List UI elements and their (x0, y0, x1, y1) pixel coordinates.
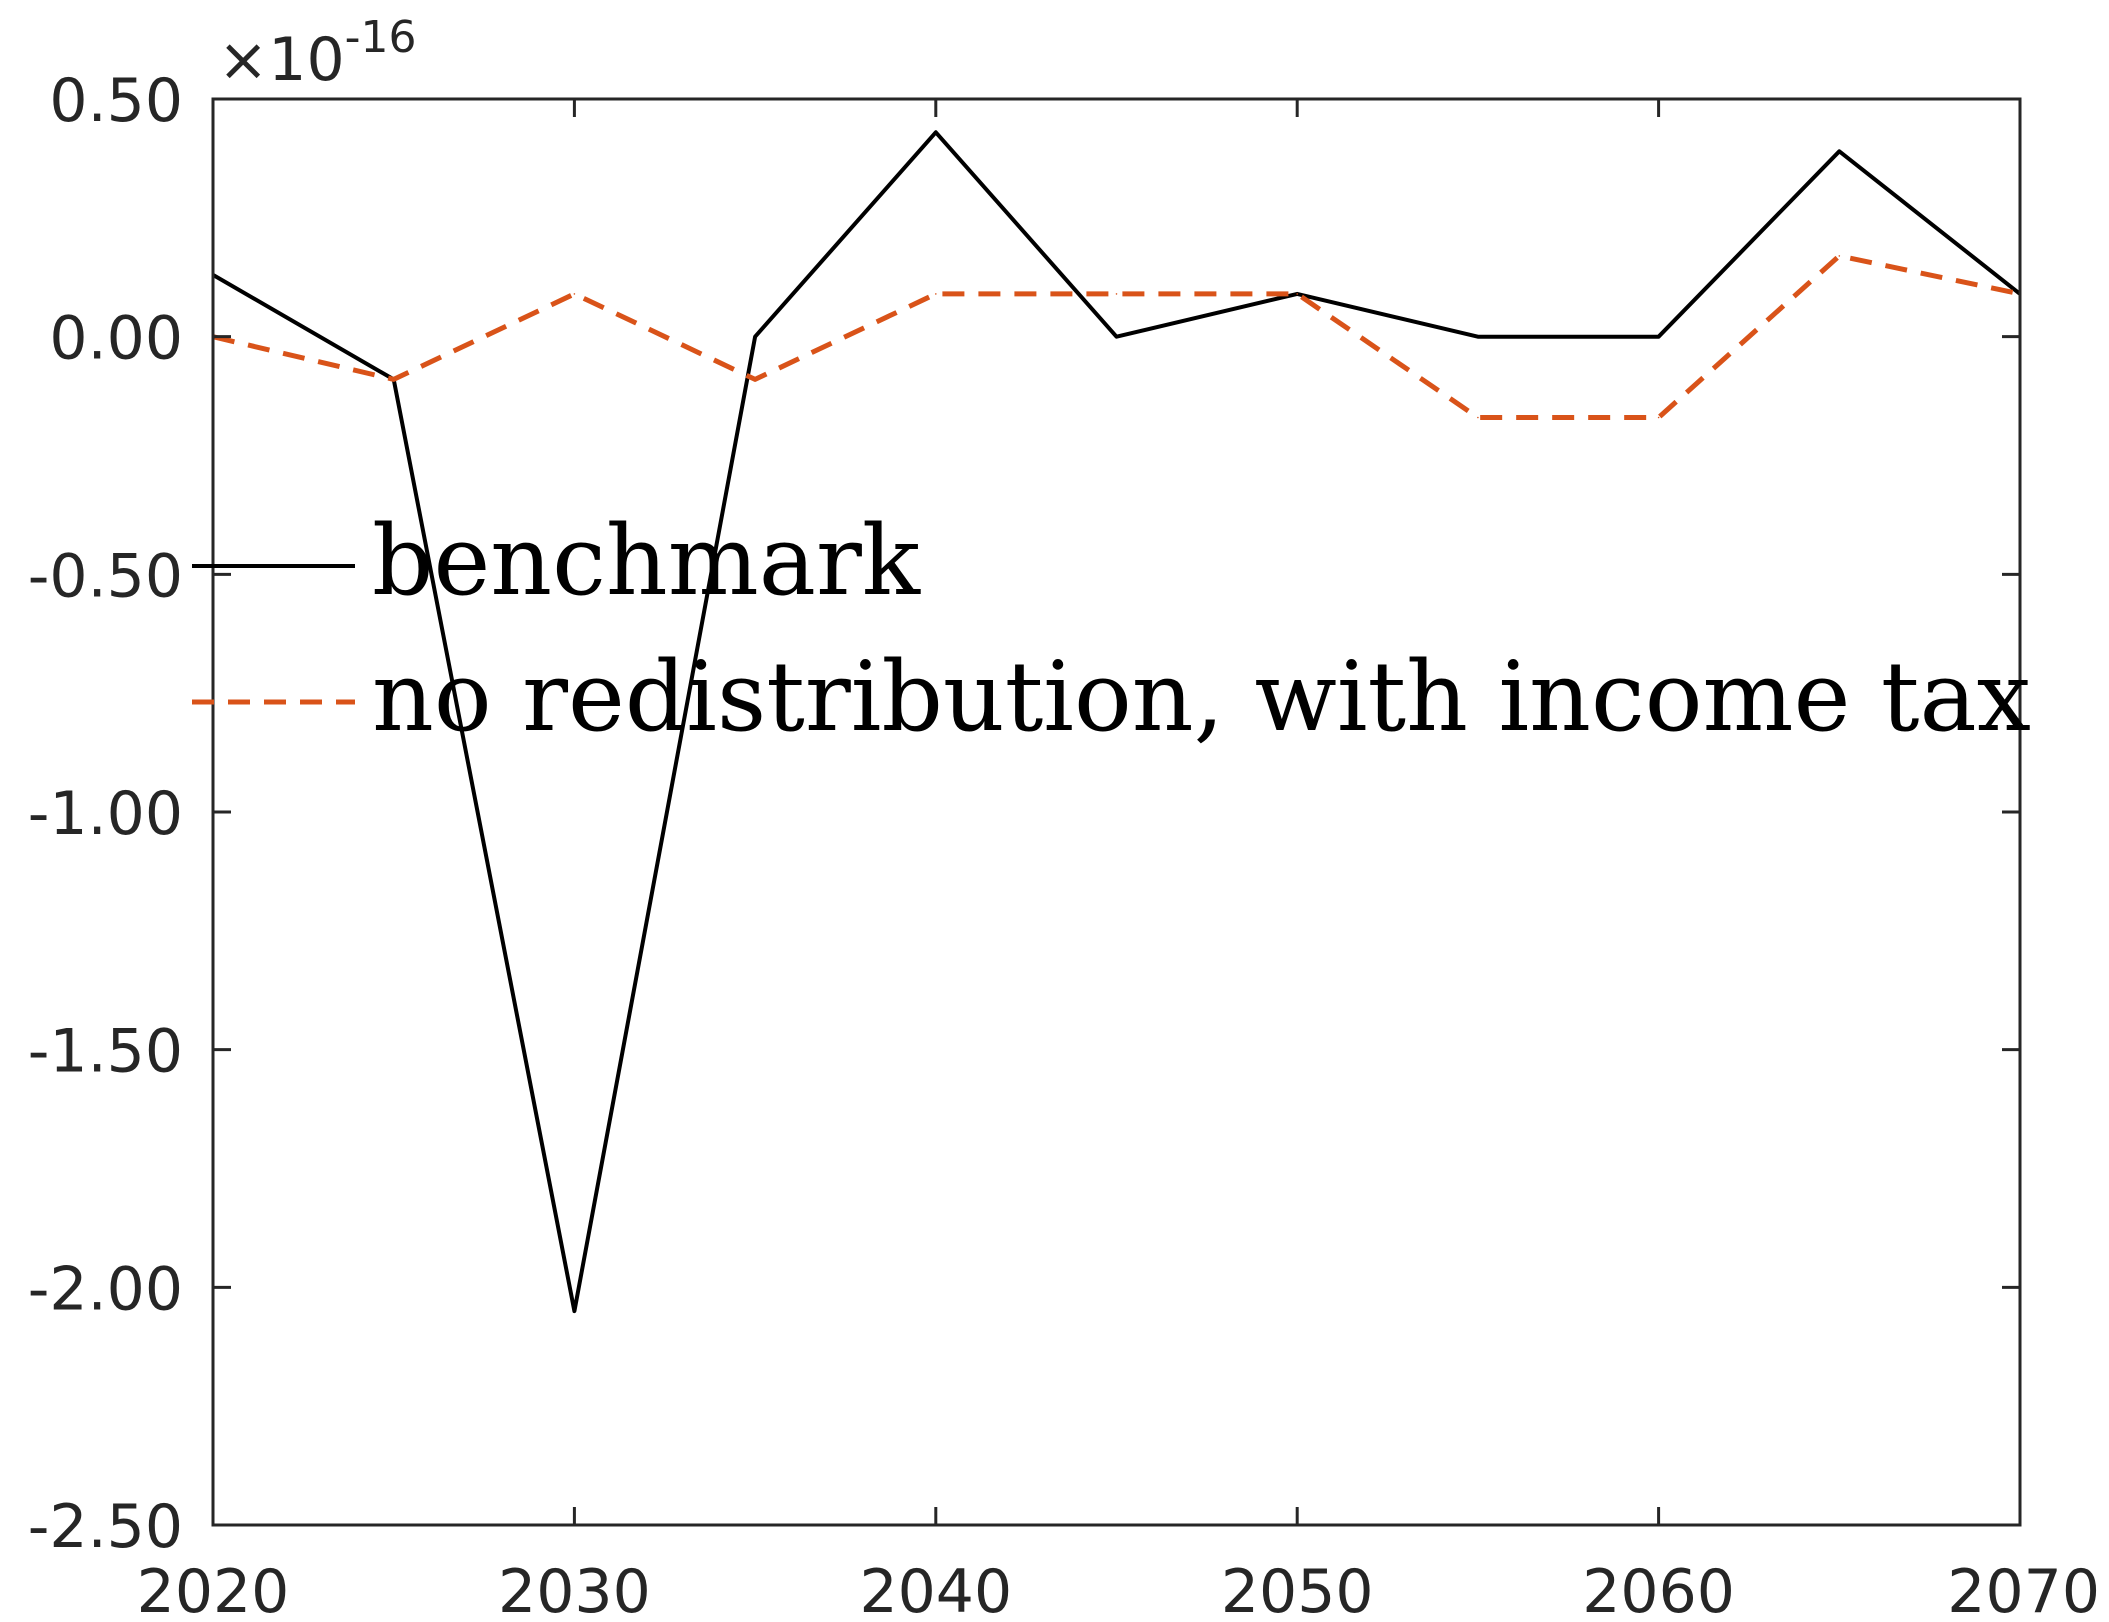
svg-text:×10-16: ×10-16 (218, 12, 417, 95)
exponent-base: ×10 (218, 25, 345, 95)
y-tick-label-3: -1.00 (28, 779, 183, 849)
series-2-point-2040 (935, 293, 937, 295)
series-2-point-2030 (573, 293, 576, 295)
x-tick-label-2060: 2060 (1582, 1557, 1735, 1622)
series-1-point-2030 (573, 1310, 576, 1312)
series-2-point-2045 (1115, 293, 1118, 295)
y-tick-label-5: -2.00 (28, 1254, 183, 1324)
series-2-point-2025 (392, 378, 395, 381)
exponent-power: -16 (345, 12, 417, 63)
series-2-point-2050 (1296, 293, 1298, 295)
y-tick-label-1: 0.00 (49, 304, 183, 374)
x-tick-label-2030: 2030 (498, 1557, 651, 1622)
ticks-layer (211, 97, 2022, 1527)
y-tick-labels: 0.50 0.00 -0.50 -1.00 -1.50 -2.00 -2.50 (28, 66, 183, 1562)
y-tick-label-6: -2.50 (28, 1492, 183, 1562)
x-tick-labels: 2020 2030 2040 2050 2060 2070 (137, 1557, 2100, 1622)
series-line-2 (212, 253, 2021, 420)
series-1-point-2035 (754, 335, 756, 338)
series-2-point-2060 (1657, 416, 1660, 419)
series-1-point-2045 (1115, 335, 1118, 338)
series-1-point-2065 (1838, 150, 1841, 153)
y-tick-label-4: -1.50 (28, 1017, 183, 1087)
legend-label-2: no redistribution, with income tax (372, 641, 2031, 753)
series-2-point-2065 (1838, 255, 1841, 257)
y-tick-label-0: 0.50 (49, 66, 183, 136)
x-tick-label-2070: 2070 (1947, 1557, 2100, 1622)
series-1-point-2060 (1657, 335, 1660, 338)
x-tick-label-2050: 2050 (1221, 1557, 1374, 1622)
series-2-point-2055 (1477, 416, 1479, 419)
legend: benchmark no redistribution, with income … (192, 505, 2031, 753)
series-1-point-2040 (935, 131, 937, 134)
x-tick-label-2040: 2040 (859, 1557, 1012, 1622)
series-1-point-2055 (1477, 335, 1479, 338)
y-axis-exponent: ×10-16 (218, 12, 417, 95)
y-tick-label-2: -0.50 (28, 541, 183, 611)
series-2-point-2035 (754, 378, 756, 381)
legend-label-1: benchmark (372, 505, 921, 617)
x-tick-label-2020: 2020 (137, 1557, 290, 1622)
